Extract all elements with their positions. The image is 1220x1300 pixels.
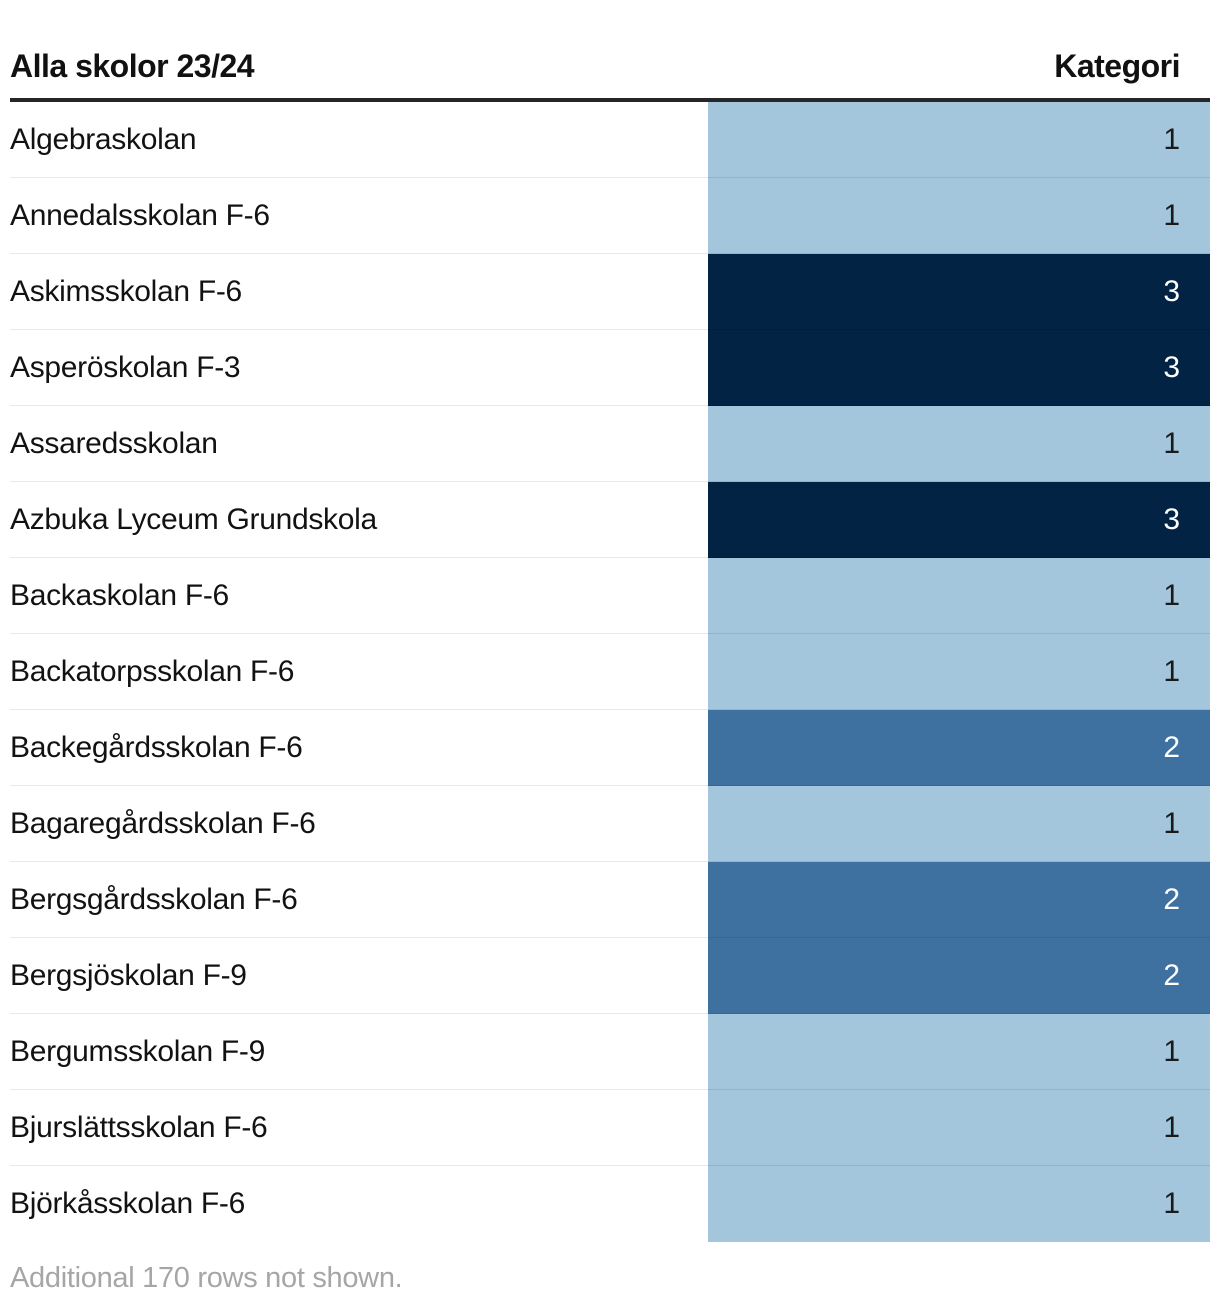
category-cell: 1 [708, 558, 1210, 634]
table-row: Annedalsskolan F-6 1 [10, 178, 1210, 254]
school-category-table: Alla skolor 23/24 Kategori Algebraskolan… [10, 0, 1210, 1295]
table-row: Algebraskolan 1 [10, 102, 1210, 178]
school-name-cell: Bergsjöskolan F-9 [10, 938, 708, 1014]
category-cell: 1 [708, 1014, 1210, 1090]
category-cell: 1 [708, 634, 1210, 710]
table-row: Askimsskolan F-6 3 [10, 254, 1210, 330]
category-cell: 1 [708, 1090, 1210, 1166]
table-row: Asperöskolan F-3 3 [10, 330, 1210, 406]
category-cell: 1 [708, 102, 1210, 178]
table-row: Backatorpsskolan F-6 1 [10, 634, 1210, 710]
school-name-cell: Assaredsskolan [10, 406, 708, 482]
table-row: Bergumsskolan F-9 1 [10, 1014, 1210, 1090]
school-name-cell: Bagaregårdsskolan F-6 [10, 786, 708, 862]
category-cell: 1 [708, 406, 1210, 482]
school-name-cell: Asperöskolan F-3 [10, 330, 708, 406]
table-header: Alla skolor 23/24 Kategori [10, 0, 1210, 102]
school-name-cell: Bergumsskolan F-9 [10, 1014, 708, 1090]
category-cell: 1 [708, 786, 1210, 862]
table-row: Björkåsskolan F-6 1 [10, 1166, 1210, 1242]
school-name-cell: Askimsskolan F-6 [10, 254, 708, 330]
table-title: Alla skolor 23/24 [10, 48, 255, 84]
category-cell: 3 [708, 482, 1210, 558]
school-name-cell: Backaskolan F-6 [10, 558, 708, 634]
category-cell: 1 [708, 1166, 1210, 1242]
category-cell: 3 [708, 330, 1210, 406]
school-name-cell: Bergsgårdsskolan F-6 [10, 862, 708, 938]
table-row: Backaskolan F-6 1 [10, 558, 1210, 634]
school-name-cell: Annedalsskolan F-6 [10, 178, 708, 254]
school-name-cell: Backegårdsskolan F-6 [10, 710, 708, 786]
rows-not-shown-note: Additional 170 rows not shown. [10, 1262, 403, 1294]
category-cell: 3 [708, 254, 1210, 330]
school-name-cell: Algebraskolan [10, 102, 708, 178]
school-name-cell: Backatorpsskolan F-6 [10, 634, 708, 710]
school-name-cell: Azbuka Lyceum Grundskola [10, 482, 708, 558]
table-row: Backegårdsskolan F-6 2 [10, 710, 1210, 786]
table-row: Azbuka Lyceum Grundskola 3 [10, 482, 1210, 558]
table-body: Algebraskolan 1 Annedalsskolan F-6 1 Ask… [10, 102, 1210, 1242]
category-column-header: Kategori [1054, 48, 1180, 84]
table-row: Bjurslättsskolan F-6 1 [10, 1090, 1210, 1166]
category-cell: 2 [708, 710, 1210, 786]
table-row: Assaredsskolan 1 [10, 406, 1210, 482]
school-name-cell: Björkåsskolan F-6 [10, 1187, 245, 1220]
table-row: Bergsjöskolan F-9 2 [10, 938, 1210, 1014]
category-cell: 1 [708, 178, 1210, 254]
table-row: Bagaregårdsskolan F-6 1 [10, 786, 1210, 862]
category-cell: 2 [708, 938, 1210, 1014]
category-cell: 2 [708, 862, 1210, 938]
table-row: Bergsgårdsskolan F-6 2 [10, 862, 1210, 938]
school-name-cell: Bjurslättsskolan F-6 [10, 1090, 708, 1166]
